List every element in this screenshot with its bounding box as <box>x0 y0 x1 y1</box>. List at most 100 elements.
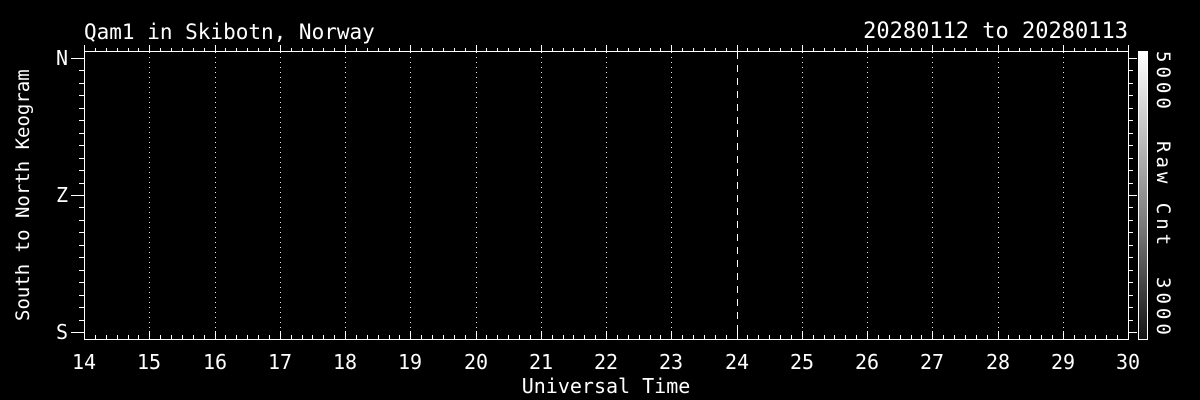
x-minor-tick <box>845 335 846 339</box>
x-minor-tick-top <box>693 48 694 51</box>
x-major-tick-top <box>932 45 933 51</box>
y-minor-tick <box>79 158 84 159</box>
x-minor-tick-top <box>182 48 183 51</box>
x-tick-label: 29 <box>1050 350 1076 374</box>
x-minor-tick-top <box>95 48 96 51</box>
x-minor-tick <box>204 335 205 339</box>
y-minor-tick <box>79 95 84 96</box>
x-major-tick-top <box>410 45 411 51</box>
y-major-tick <box>71 332 84 333</box>
x-minor-tick <box>117 335 118 339</box>
x-minor-tick <box>552 335 553 339</box>
x-minor-tick-top <box>497 48 498 51</box>
x-minor-tick-top <box>650 48 651 51</box>
x-minor-tick <box>1117 335 1118 339</box>
x-minor-tick-top <box>269 48 270 51</box>
x-minor-tick <box>465 335 466 339</box>
x-minor-tick-top <box>1041 48 1042 51</box>
x-minor-tick-top <box>508 48 509 51</box>
y-minor-tick <box>79 245 84 246</box>
x-minor-tick-top <box>1117 48 1118 51</box>
gridline-hour-29 <box>1063 52 1064 338</box>
y-minor-tick-right <box>1129 108 1133 109</box>
x-minor-tick-top <box>954 48 955 51</box>
x-minor-tick-top <box>291 48 292 51</box>
x-minor-tick <box>225 335 226 339</box>
y-minor-tick-right <box>1129 320 1133 321</box>
x-minor-tick-top <box>160 48 161 51</box>
x-minor-tick <box>486 335 487 339</box>
x-minor-tick <box>584 335 585 339</box>
x-minor-tick-top <box>943 48 944 51</box>
x-minor-tick-top <box>769 48 770 51</box>
y-tick-label-N: N <box>55 46 68 70</box>
y-minor-tick <box>79 133 84 134</box>
x-tick-label: 25 <box>789 350 815 374</box>
y-minor-tick <box>79 320 84 321</box>
x-minor-tick <box>160 335 161 339</box>
x-minor-tick-top <box>1074 48 1075 51</box>
x-minor-tick <box>758 335 759 339</box>
x-minor-tick-top <box>921 48 922 51</box>
x-minor-tick <box>617 335 618 339</box>
gridline-hour-20 <box>476 52 477 338</box>
x-minor-tick-top <box>965 48 966 51</box>
x-minor-tick <box>1019 335 1020 339</box>
x-minor-tick-top <box>595 48 596 51</box>
x-minor-tick-top <box>204 48 205 51</box>
x-minor-tick <box>726 335 727 339</box>
x-minor-tick <box>519 335 520 339</box>
x-minor-tick <box>878 335 879 339</box>
x-major-tick-top <box>345 45 346 51</box>
x-tick-label: 30 <box>1115 350 1141 374</box>
x-minor-tick <box>356 335 357 339</box>
gridline-hour-22 <box>606 52 607 338</box>
x-minor-tick-top <box>911 48 912 51</box>
x-minor-tick <box>138 335 139 339</box>
x-tick-label: 22 <box>593 350 619 374</box>
date-range-label: 20280112 to 20280113 <box>863 19 1128 44</box>
x-minor-tick-top <box>1106 48 1107 51</box>
x-minor-tick-top <box>1052 48 1053 51</box>
x-minor-tick <box>660 335 661 339</box>
y-minor-tick-right <box>1129 183 1133 184</box>
x-minor-tick <box>106 335 107 339</box>
x-major-tick-top <box>84 45 85 51</box>
plot-title: Qam1 in Skibotn, Norway <box>84 20 375 44</box>
x-minor-tick-top <box>356 48 357 51</box>
y-minor-tick-right <box>1129 158 1133 159</box>
x-minor-tick-top <box>900 48 901 51</box>
x-minor-tick <box>247 335 248 339</box>
x-minor-tick-top <box>530 48 531 51</box>
x-tick-label: 14 <box>71 350 97 374</box>
x-minor-tick <box>367 335 368 339</box>
x-minor-tick <box>399 335 400 339</box>
x-minor-tick-top <box>584 48 585 51</box>
x-minor-tick-top <box>758 48 759 51</box>
x-minor-tick-top <box>334 48 335 51</box>
x-tick-label: 16 <box>202 350 228 374</box>
x-minor-tick-top <box>1095 48 1096 51</box>
x-minor-tick <box>443 335 444 339</box>
x-tick-label: 27 <box>919 350 945 374</box>
x-major-tick-top <box>215 45 216 51</box>
gridline-hour-26 <box>867 52 868 338</box>
x-minor-tick-top <box>443 48 444 51</box>
x-minor-tick-top <box>780 48 781 51</box>
y-minor-tick-right <box>1129 170 1133 171</box>
x-minor-tick <box>965 335 966 339</box>
x-minor-tick <box>628 335 629 339</box>
x-minor-tick <box>715 335 716 339</box>
x-minor-tick <box>813 335 814 339</box>
y-minor-tick <box>79 145 84 146</box>
x-tick-label: 21 <box>528 350 554 374</box>
y-major-tick-right <box>1129 58 1137 59</box>
x-minor-tick <box>747 335 748 339</box>
x-minor-tick-top <box>617 48 618 51</box>
x-major-tick-top <box>737 45 738 51</box>
x-minor-tick-top <box>367 48 368 51</box>
x-minor-tick <box>1052 335 1053 339</box>
y-minor-tick <box>79 220 84 221</box>
marker-line-hour-24 <box>737 52 738 338</box>
